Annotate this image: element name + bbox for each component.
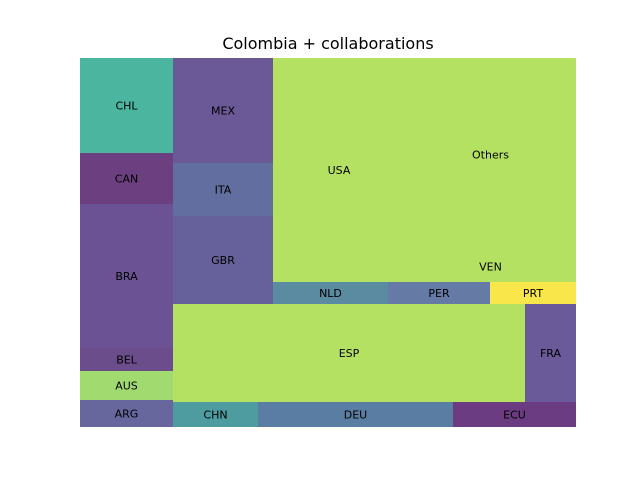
treemap-label-ita: ITA: [215, 184, 232, 197]
treemap-label-mex: MEX: [211, 105, 235, 118]
treemap-label-chl: CHL: [115, 100, 138, 113]
treemap-label-can: CAN: [115, 173, 138, 186]
treemap-label-prt: PRT: [523, 287, 543, 300]
treemap-cells: CHL CAN BRA BEL AUS ARG MEX ITA GBR USA Others VEN N…: [80, 58, 576, 427]
treemap-label-usa: USA: [328, 164, 351, 177]
treemap-label-bel: BEL: [116, 354, 137, 367]
treemap-label-gbr: GBR: [211, 254, 235, 267]
treemap-label-fra: FRA: [540, 347, 562, 360]
treemap-label-aus: AUS: [115, 380, 138, 393]
treemap-label-arg: ARG: [115, 408, 139, 421]
treemap-label-ven: VEN: [479, 261, 502, 274]
treemap-label-esp: ESP: [339, 347, 360, 360]
treemap-label-nld: NLD: [319, 287, 342, 300]
treemap-label-ecu: ECU: [503, 409, 526, 422]
treemap-label-others: Others: [472, 149, 509, 162]
treemap-label-per: PER: [428, 287, 450, 300]
treemap-label-bra: BRA: [115, 270, 138, 283]
chart-title: Colombia + collaborations: [222, 34, 433, 53]
treemap-label-chn: CHN: [203, 409, 227, 422]
treemap-label-deu: DEU: [344, 409, 367, 422]
